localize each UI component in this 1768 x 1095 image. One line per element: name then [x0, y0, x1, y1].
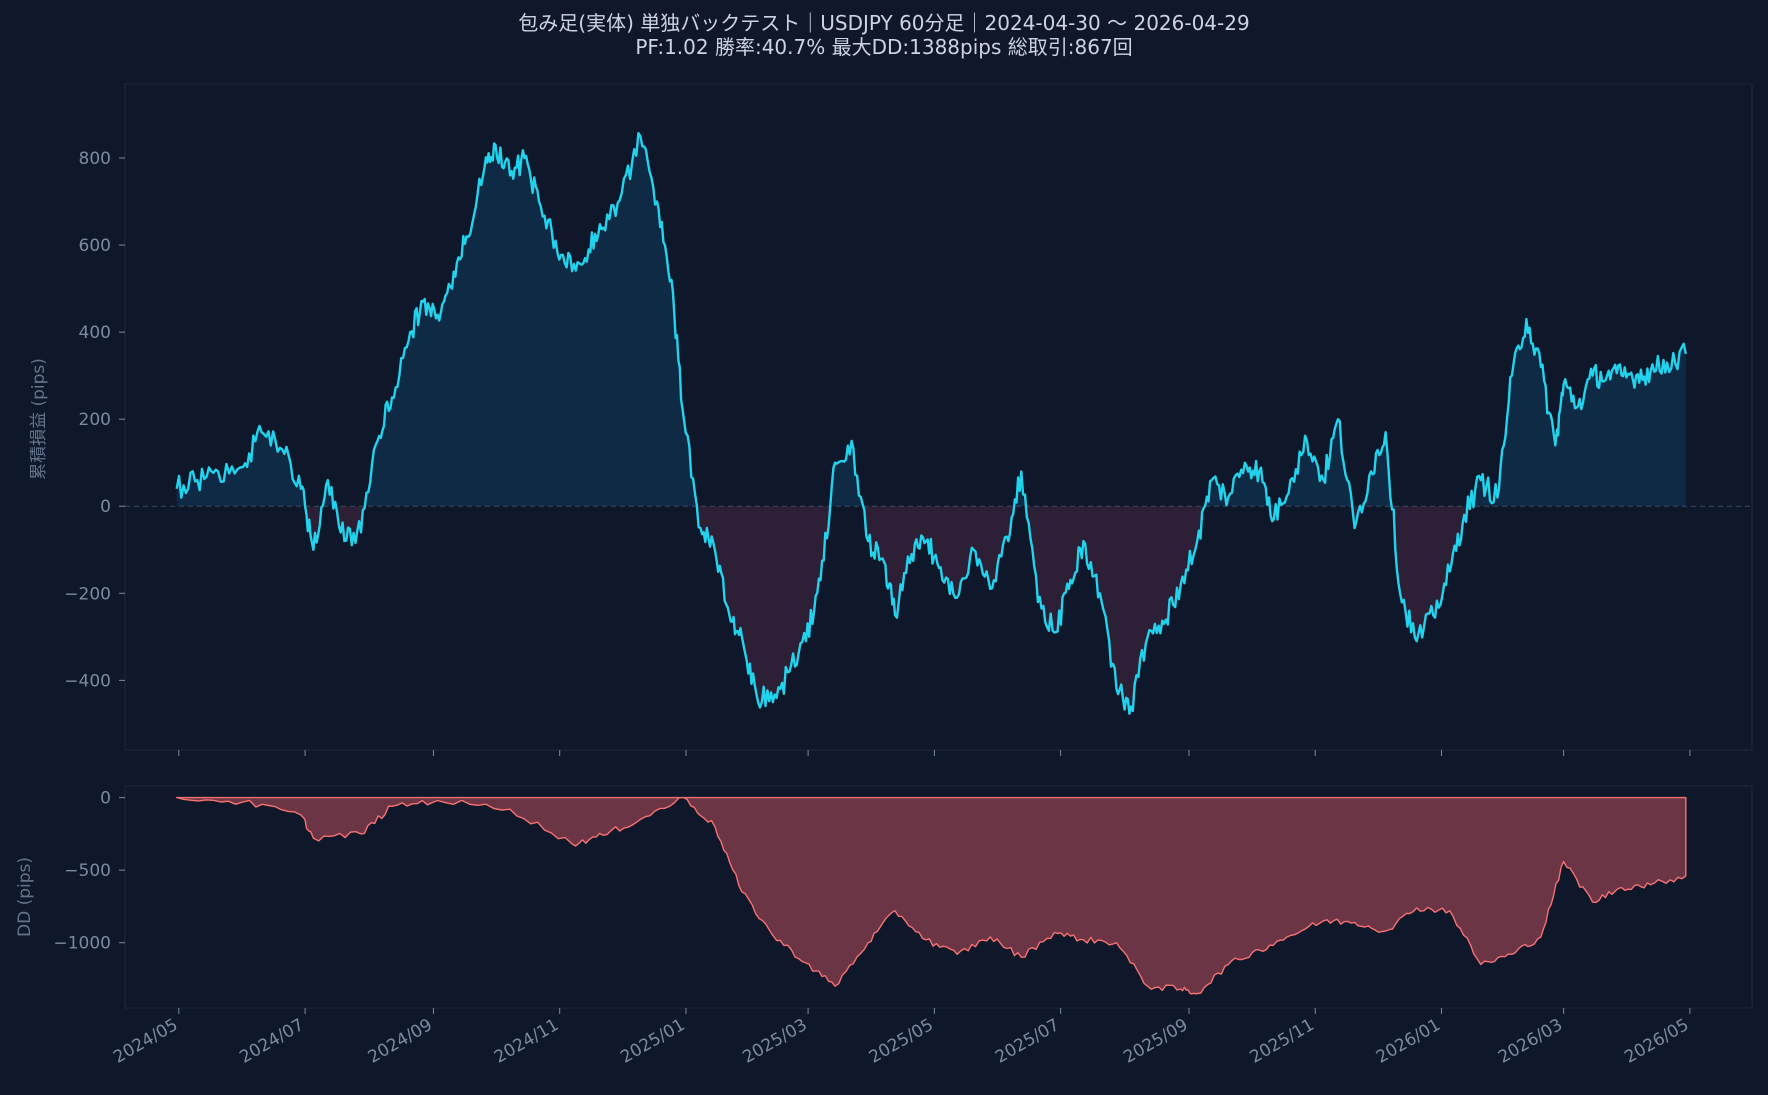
x-tick-label: 2025/09: [1120, 1015, 1191, 1068]
x-tick-label: 2024/07: [236, 1015, 307, 1068]
drawdown-panel-frame: [124, 785, 1753, 1009]
x-tick-label: 2025/07: [992, 1015, 1063, 1068]
x-tick-label: 2025/11: [1247, 1015, 1318, 1068]
dd-y-tick-label: 0: [100, 789, 111, 809]
equity-y-axis-title: 累積損益 (pips): [29, 358, 49, 480]
x-tick-label: 2026/03: [1495, 1015, 1566, 1068]
equity-panel: 800 600 400 200 0 −200 −400 累積損益 (pips): [29, 83, 1753, 756]
drawdown-area: [176, 796, 1687, 995]
chart-title: 包み足(実体) 単独バックテスト｜USDJPY 60分足｜2024-04-30 …: [518, 11, 1250, 35]
x-tick-label: 2026/05: [1621, 1015, 1692, 1068]
x-tick-label: 2025/03: [739, 1015, 810, 1068]
dd-y-axis-title: DD (pips): [15, 857, 35, 937]
x-tick-label: 2026/01: [1373, 1015, 1444, 1068]
equity-y-tick-label: 600: [79, 236, 111, 256]
equity-fill-positive: [176, 133, 1686, 507]
dd-y-tick-label: −1000: [53, 934, 111, 954]
equity-y-tick-label: 200: [79, 410, 111, 430]
equity-y-tick-label: 400: [79, 323, 111, 343]
chart-subtitle-stats: PF:1.02 勝率:40.7% 最大DD:1388pips 総取引:867回: [635, 35, 1133, 59]
x-tick-label: 2024/11: [491, 1015, 562, 1068]
equity-y-tick-label: 0: [100, 497, 111, 517]
x-tick-label: 2025/01: [617, 1015, 688, 1068]
x-tick-label: 2025/05: [866, 1015, 937, 1068]
equity-fill-negative: [305, 506, 1474, 714]
drawdown-panel: 0 −500 −1000 DD (pips): [15, 785, 1753, 1009]
equity-panel-frame: [124, 83, 1753, 751]
x-tick-label: 2024/09: [365, 1015, 436, 1068]
x-axis: 2024/05 2024/07 2024/09 2024/11 2025/01 2025/…: [110, 1008, 1692, 1068]
equity-series-line: [175, 132, 1687, 715]
dd-y-tick-label: −500: [64, 861, 111, 881]
equity-y-tick-label: −400: [64, 671, 111, 691]
equity-y-tick-label: 800: [79, 149, 111, 169]
x-tick-label: 2024/05: [110, 1015, 181, 1068]
equity-y-tick-label: −200: [64, 584, 111, 604]
